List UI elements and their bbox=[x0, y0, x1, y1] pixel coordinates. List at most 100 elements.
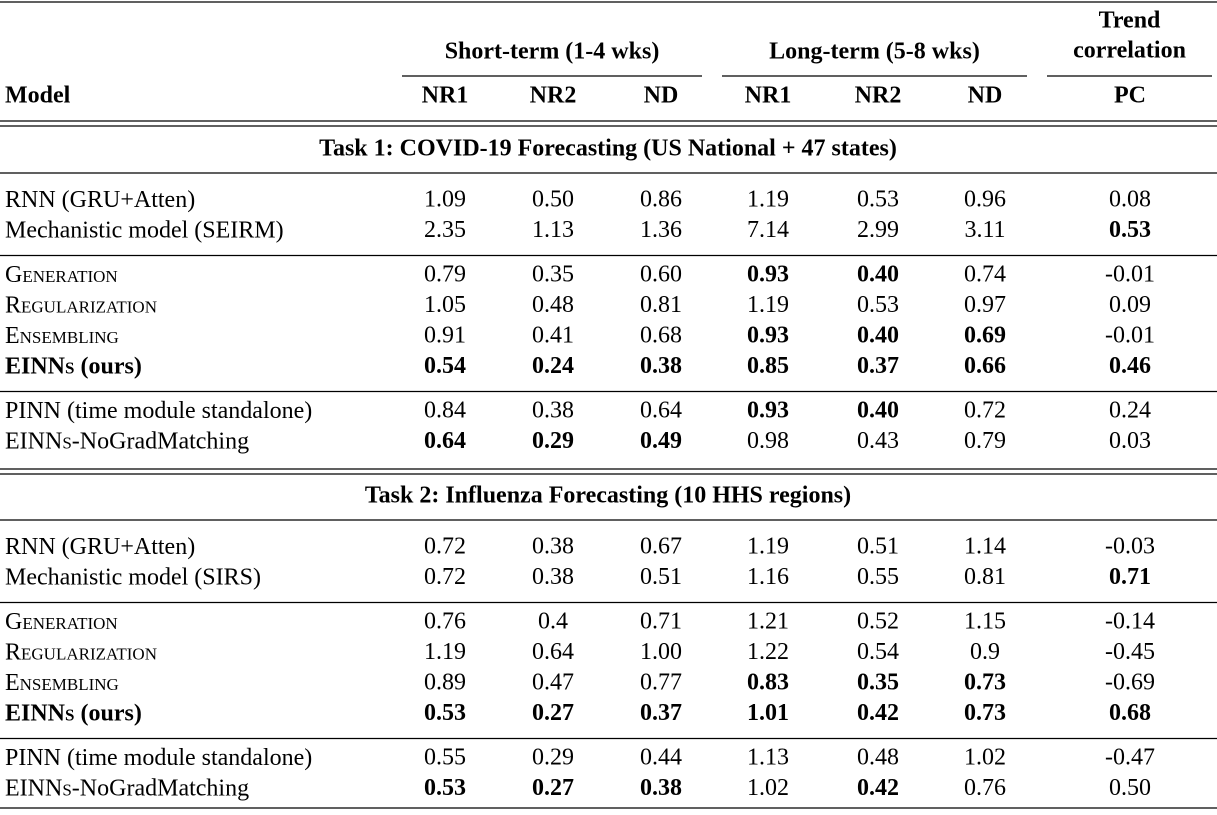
model-name-part: Generation bbox=[5, 609, 118, 635]
model-name-part: s bbox=[62, 428, 71, 454]
cell-value: 0.71 bbox=[1109, 564, 1151, 590]
model-name: EINNs-NoGradMatching bbox=[5, 428, 249, 454]
cell-value: 0.60 bbox=[640, 262, 682, 288]
column-header: PC bbox=[1114, 83, 1146, 109]
cell-value: 0.68 bbox=[640, 323, 682, 349]
cell-value: 0.72 bbox=[424, 564, 466, 590]
cell-value: 0.44 bbox=[640, 745, 682, 771]
cell-value: 0.37 bbox=[857, 353, 899, 379]
cell-value: 1.15 bbox=[964, 609, 1006, 635]
cell-value: 0.42 bbox=[857, 775, 899, 801]
column-header: ND bbox=[644, 83, 679, 109]
cell-value: 0.76 bbox=[964, 775, 1006, 801]
cell-value: 0.93 bbox=[747, 262, 789, 288]
section-title: Task 1: COVID-19 Forecasting (US Nationa… bbox=[319, 136, 897, 162]
cell-value: 0.24 bbox=[532, 353, 574, 379]
model-name-part: Regularization bbox=[5, 292, 157, 318]
cell-value: 0.55 bbox=[424, 745, 466, 771]
cell-value: 0.89 bbox=[424, 670, 466, 696]
cell-value: 1.13 bbox=[747, 745, 789, 771]
cell-value: 0.4 bbox=[538, 609, 568, 635]
cell-value: 0.51 bbox=[640, 564, 682, 590]
group-header: Long-term (5-8 wks) bbox=[769, 39, 980, 65]
model-name-part: s bbox=[62, 775, 71, 801]
cell-value: 0.54 bbox=[424, 353, 466, 379]
cell-value: 0.29 bbox=[532, 428, 574, 454]
cell-value: 0.77 bbox=[640, 670, 682, 696]
model-name: RNN (GRU+Atten) bbox=[5, 187, 195, 213]
cell-value: -0.01 bbox=[1105, 262, 1155, 288]
column-header: Model bbox=[5, 83, 71, 109]
cell-value: 0.68 bbox=[1109, 700, 1151, 726]
cell-value: 0.09 bbox=[1109, 292, 1151, 318]
cell-value: 1.02 bbox=[964, 745, 1006, 771]
model-name-part: Ensembling bbox=[5, 323, 119, 349]
column-header: NR2 bbox=[530, 83, 577, 109]
cell-value: 0.53 bbox=[857, 292, 899, 318]
model-name-part: (ours) bbox=[74, 700, 141, 726]
cell-value: 2.35 bbox=[424, 217, 466, 243]
cell-value: 0.64 bbox=[532, 639, 574, 665]
cell-value: 7.14 bbox=[747, 217, 789, 243]
model-name-part: EINN bbox=[5, 775, 62, 801]
cell-value: -0.45 bbox=[1105, 639, 1155, 665]
cell-value: -0.01 bbox=[1105, 323, 1155, 349]
cell-value: 1.16 bbox=[747, 564, 789, 590]
cell-value: -0.69 bbox=[1105, 670, 1155, 696]
model-name-part: s bbox=[65, 353, 74, 379]
cell-value: 0.48 bbox=[532, 292, 574, 318]
cell-value: 0.73 bbox=[964, 700, 1006, 726]
cell-value: 0.27 bbox=[532, 775, 574, 801]
cell-value: 0.35 bbox=[857, 670, 899, 696]
cell-value: 0.54 bbox=[857, 639, 899, 665]
cell-value: 0.24 bbox=[1109, 398, 1151, 424]
cell-value: 0.53 bbox=[1109, 217, 1151, 243]
cell-value: 0.38 bbox=[532, 564, 574, 590]
cell-value: 0.66 bbox=[964, 353, 1006, 379]
cell-value: 1.09 bbox=[424, 187, 466, 213]
cell-value: 0.74 bbox=[964, 262, 1006, 288]
cell-value: -0.14 bbox=[1105, 609, 1155, 635]
cell-value: 0.51 bbox=[857, 534, 899, 560]
cell-value: 0.69 bbox=[964, 323, 1006, 349]
model-name-part: -NoGradMatching bbox=[72, 775, 249, 801]
cell-value: 0.81 bbox=[964, 564, 1006, 590]
cell-value: 1.00 bbox=[640, 639, 682, 665]
cell-value: 0.53 bbox=[424, 700, 466, 726]
cell-value: 0.29 bbox=[532, 745, 574, 771]
model-name: PINN (time module standalone) bbox=[5, 745, 312, 771]
column-header: ND bbox=[968, 83, 1003, 109]
cell-value: 0.38 bbox=[532, 534, 574, 560]
model-name-part: -NoGradMatching bbox=[72, 428, 249, 454]
cell-value: 0.64 bbox=[424, 428, 466, 454]
cell-value: 0.72 bbox=[964, 398, 1006, 424]
cell-value: 1.19 bbox=[747, 187, 789, 213]
cell-value: 1.21 bbox=[747, 609, 789, 635]
cell-value: 0.98 bbox=[747, 428, 789, 454]
model-name: Generation bbox=[5, 262, 118, 288]
model-name-part: Mechanistic model (SIRS) bbox=[5, 564, 261, 590]
cell-value: 0.9 bbox=[970, 639, 1000, 665]
cell-value: 0.38 bbox=[532, 398, 574, 424]
cell-value: 0.64 bbox=[640, 398, 682, 424]
cell-value: 0.38 bbox=[640, 775, 682, 801]
model-name-part: Generation bbox=[5, 262, 118, 288]
cell-value: 1.13 bbox=[532, 217, 574, 243]
cell-value: -0.47 bbox=[1105, 745, 1155, 771]
cell-value: 2.99 bbox=[857, 217, 899, 243]
model-name-part: Regularization bbox=[5, 639, 157, 665]
cell-value: 0.86 bbox=[640, 187, 682, 213]
cell-value: 0.79 bbox=[424, 262, 466, 288]
cell-value: 1.19 bbox=[747, 534, 789, 560]
cell-value: 0.67 bbox=[640, 534, 682, 560]
cell-value: 1.19 bbox=[747, 292, 789, 318]
cell-value: 0.50 bbox=[532, 187, 574, 213]
cell-value: 0.37 bbox=[640, 700, 682, 726]
model-name: Mechanistic model (SIRS) bbox=[5, 564, 261, 590]
cell-value: -0.03 bbox=[1105, 534, 1155, 560]
cell-value: 0.91 bbox=[424, 323, 466, 349]
model-name-part: EINN bbox=[5, 700, 66, 726]
cell-value: 0.35 bbox=[532, 262, 574, 288]
cell-value: 0.84 bbox=[424, 398, 466, 424]
